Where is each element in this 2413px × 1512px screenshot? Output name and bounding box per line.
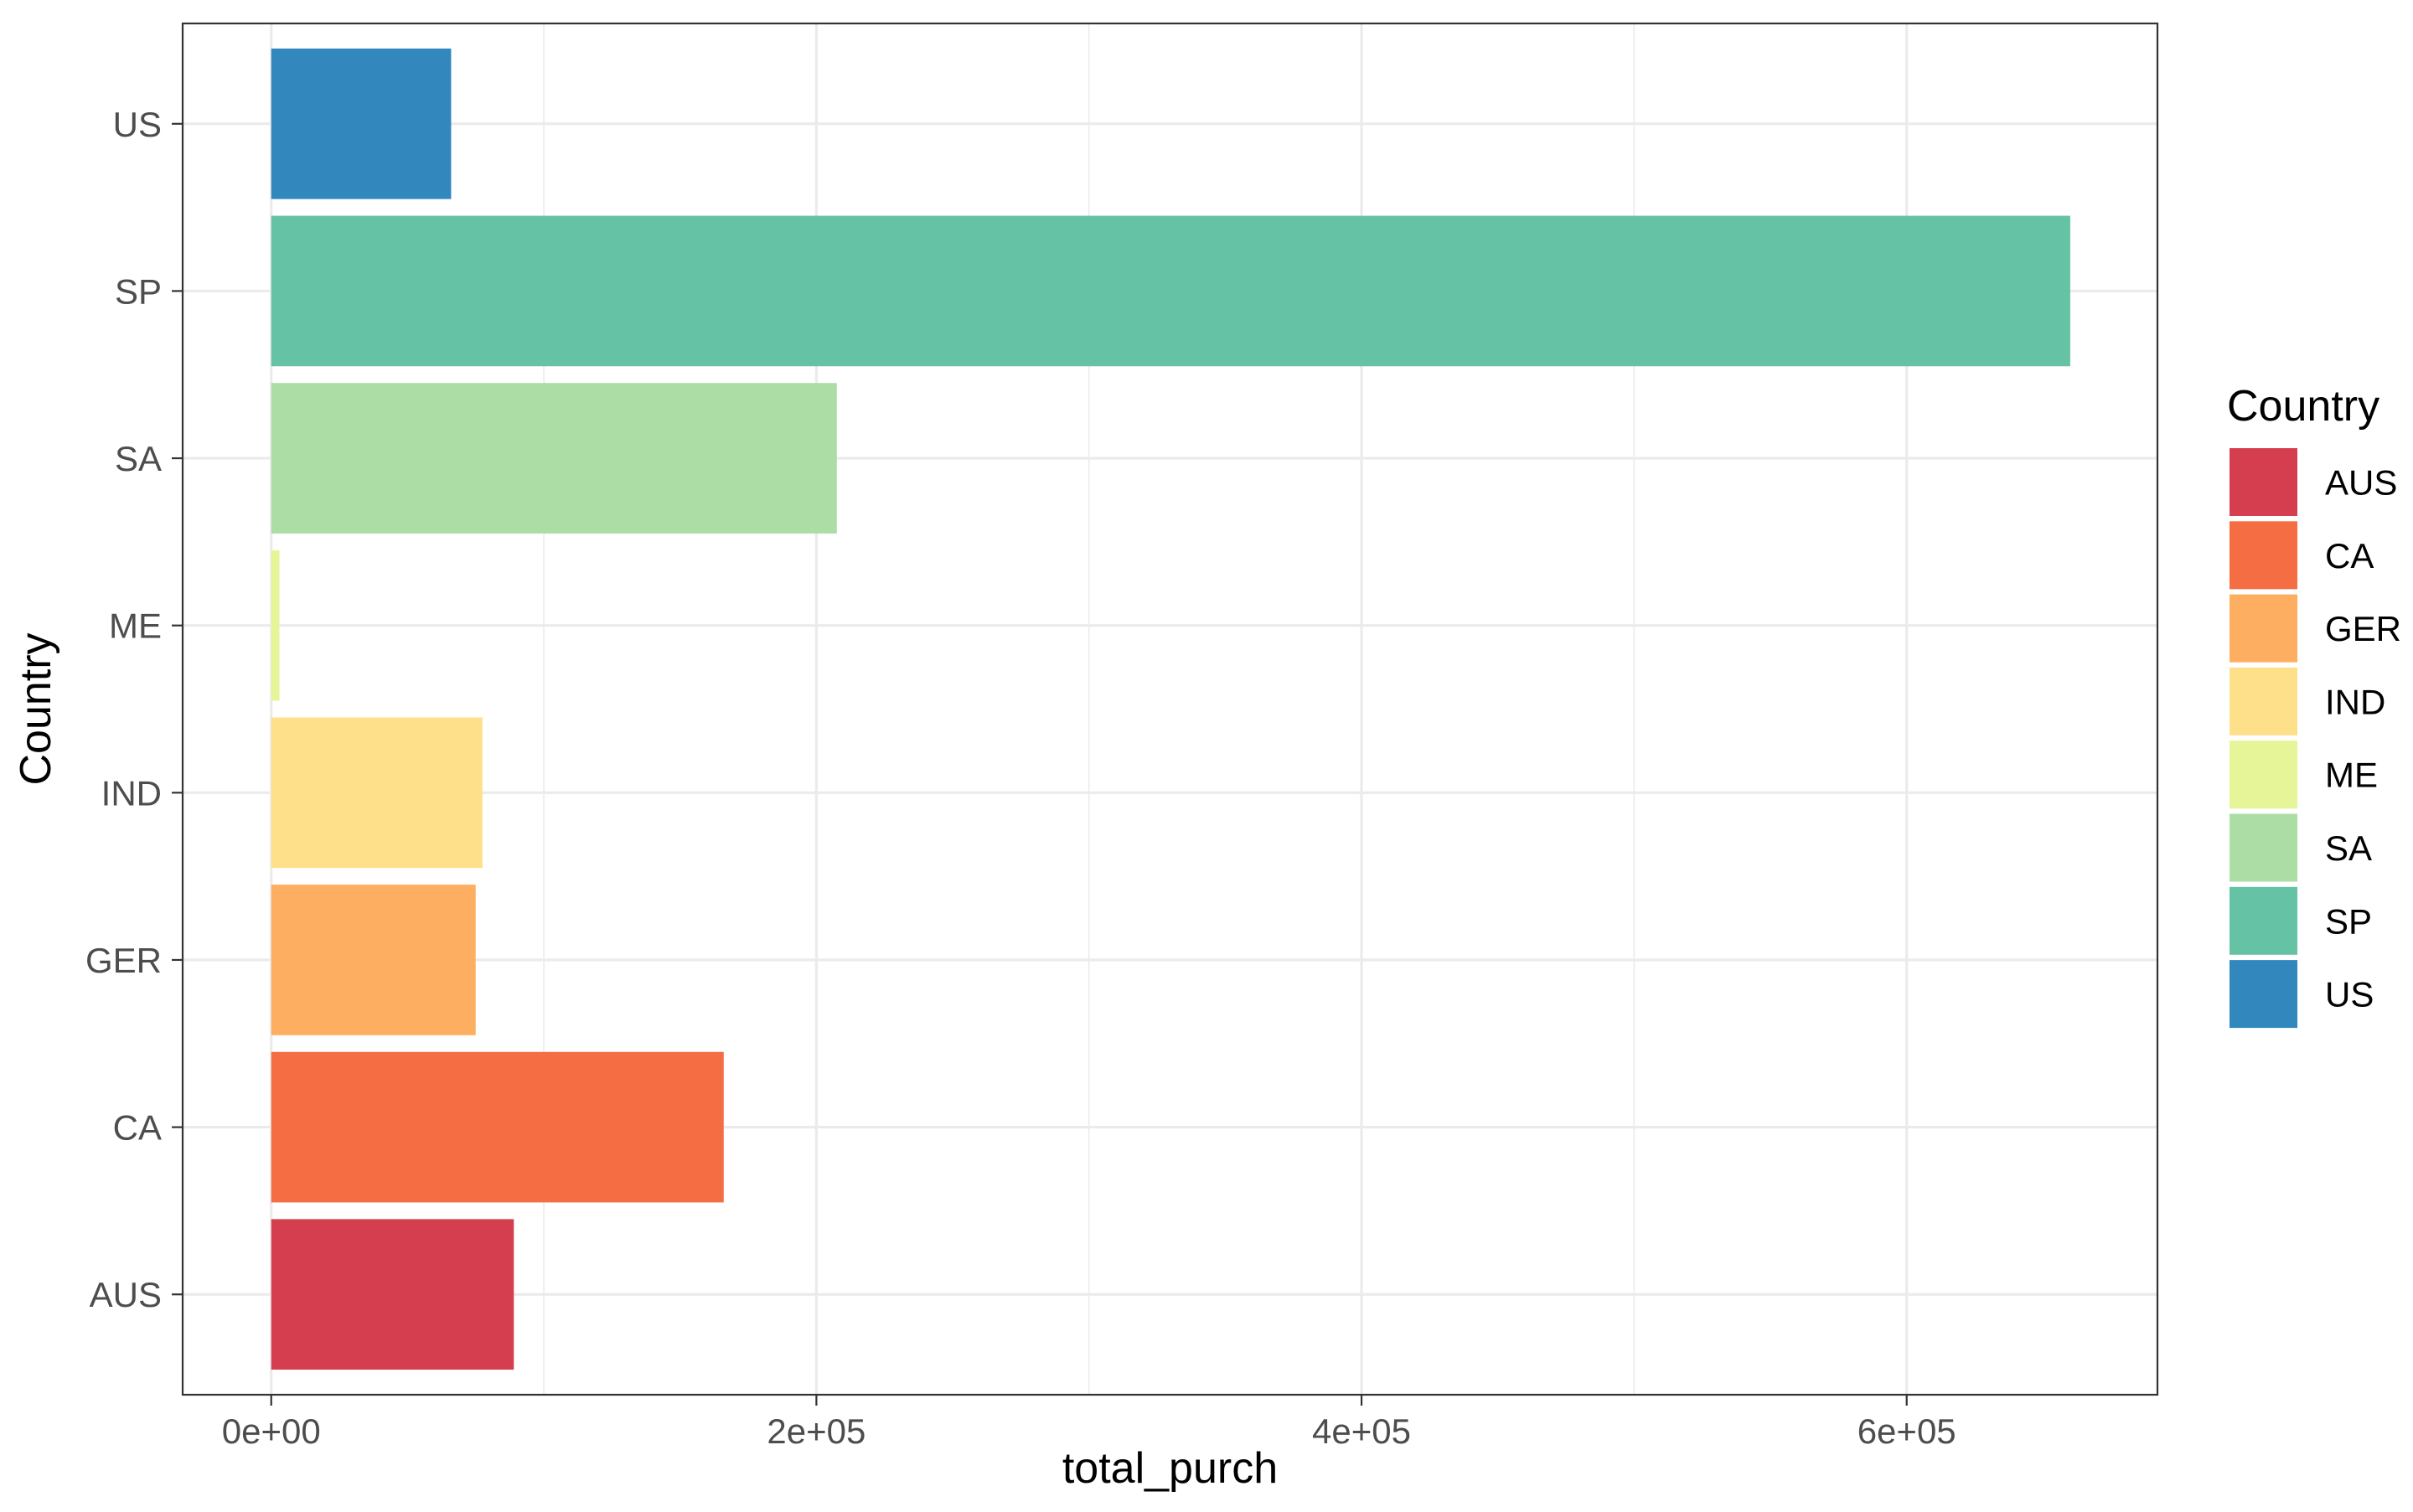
panel-border — [181, 22, 2159, 1396]
y-tick-label: AUS — [90, 1275, 162, 1314]
legend-label-ger: GER — [2325, 609, 2401, 648]
y-axis-title: Country — [12, 632, 60, 785]
legend-key-sa — [2230, 813, 2297, 882]
bar-sa — [271, 383, 837, 534]
y-tick-label: SA — [115, 439, 162, 478]
legend-label-me: ME — [2325, 756, 2378, 795]
y-tick-label: SP — [115, 271, 162, 311]
x-tick-label: 2e+05 — [767, 1411, 865, 1451]
legend-label-sa: SA — [2325, 828, 2372, 868]
bar-sp — [271, 215, 2070, 367]
y-tick-label: ME — [109, 606, 162, 646]
legend: Country AUS CA GER IND ME SA SP US — [2227, 382, 2401, 1029]
bar-me — [271, 550, 280, 701]
legend-key-us — [2230, 960, 2297, 1029]
bar-ca — [271, 1051, 724, 1203]
y-tick-label: GER — [85, 941, 162, 980]
bar-ger — [271, 885, 476, 1035]
y-tick-label: US — [113, 105, 162, 144]
x-axis-title: total_purch — [1062, 1444, 1278, 1493]
bar-aus — [271, 1219, 514, 1370]
legend-items: AUS CA GER IND ME SA SP US — [2230, 448, 2401, 1029]
legend-key-me — [2230, 741, 2297, 809]
legend-key-sp — [2230, 886, 2297, 955]
legend-label-ind: IND — [2325, 682, 2385, 721]
legend-label-aus: AUS — [2325, 463, 2397, 503]
x-tick-label: 6e+05 — [1858, 1411, 1956, 1451]
legend-key-ind — [2230, 667, 2297, 735]
x-tick-label: 0e+00 — [222, 1411, 321, 1451]
bar-layer — [271, 48, 2070, 1370]
x-tick-label: 4e+05 — [1312, 1411, 1411, 1451]
legend-key-ca — [2230, 521, 2297, 590]
y-tick-label: CA — [113, 1108, 162, 1148]
y-tick-label: IND — [101, 773, 162, 813]
legend-key-aus — [2230, 448, 2297, 516]
bar-us — [271, 48, 452, 199]
legend-label-ca: CA — [2325, 536, 2374, 575]
bar-ind — [271, 717, 483, 869]
legend-key-ger — [2230, 594, 2297, 663]
legend-label-us: US — [2325, 975, 2374, 1014]
legend-title: Country — [2227, 382, 2379, 431]
legend-label-sp: SP — [2325, 901, 2372, 941]
axis-layer: 0e+00 2e+05 4e+05 6e+05 AUS CA GER IND ME SA SP US — [85, 105, 1956, 1451]
